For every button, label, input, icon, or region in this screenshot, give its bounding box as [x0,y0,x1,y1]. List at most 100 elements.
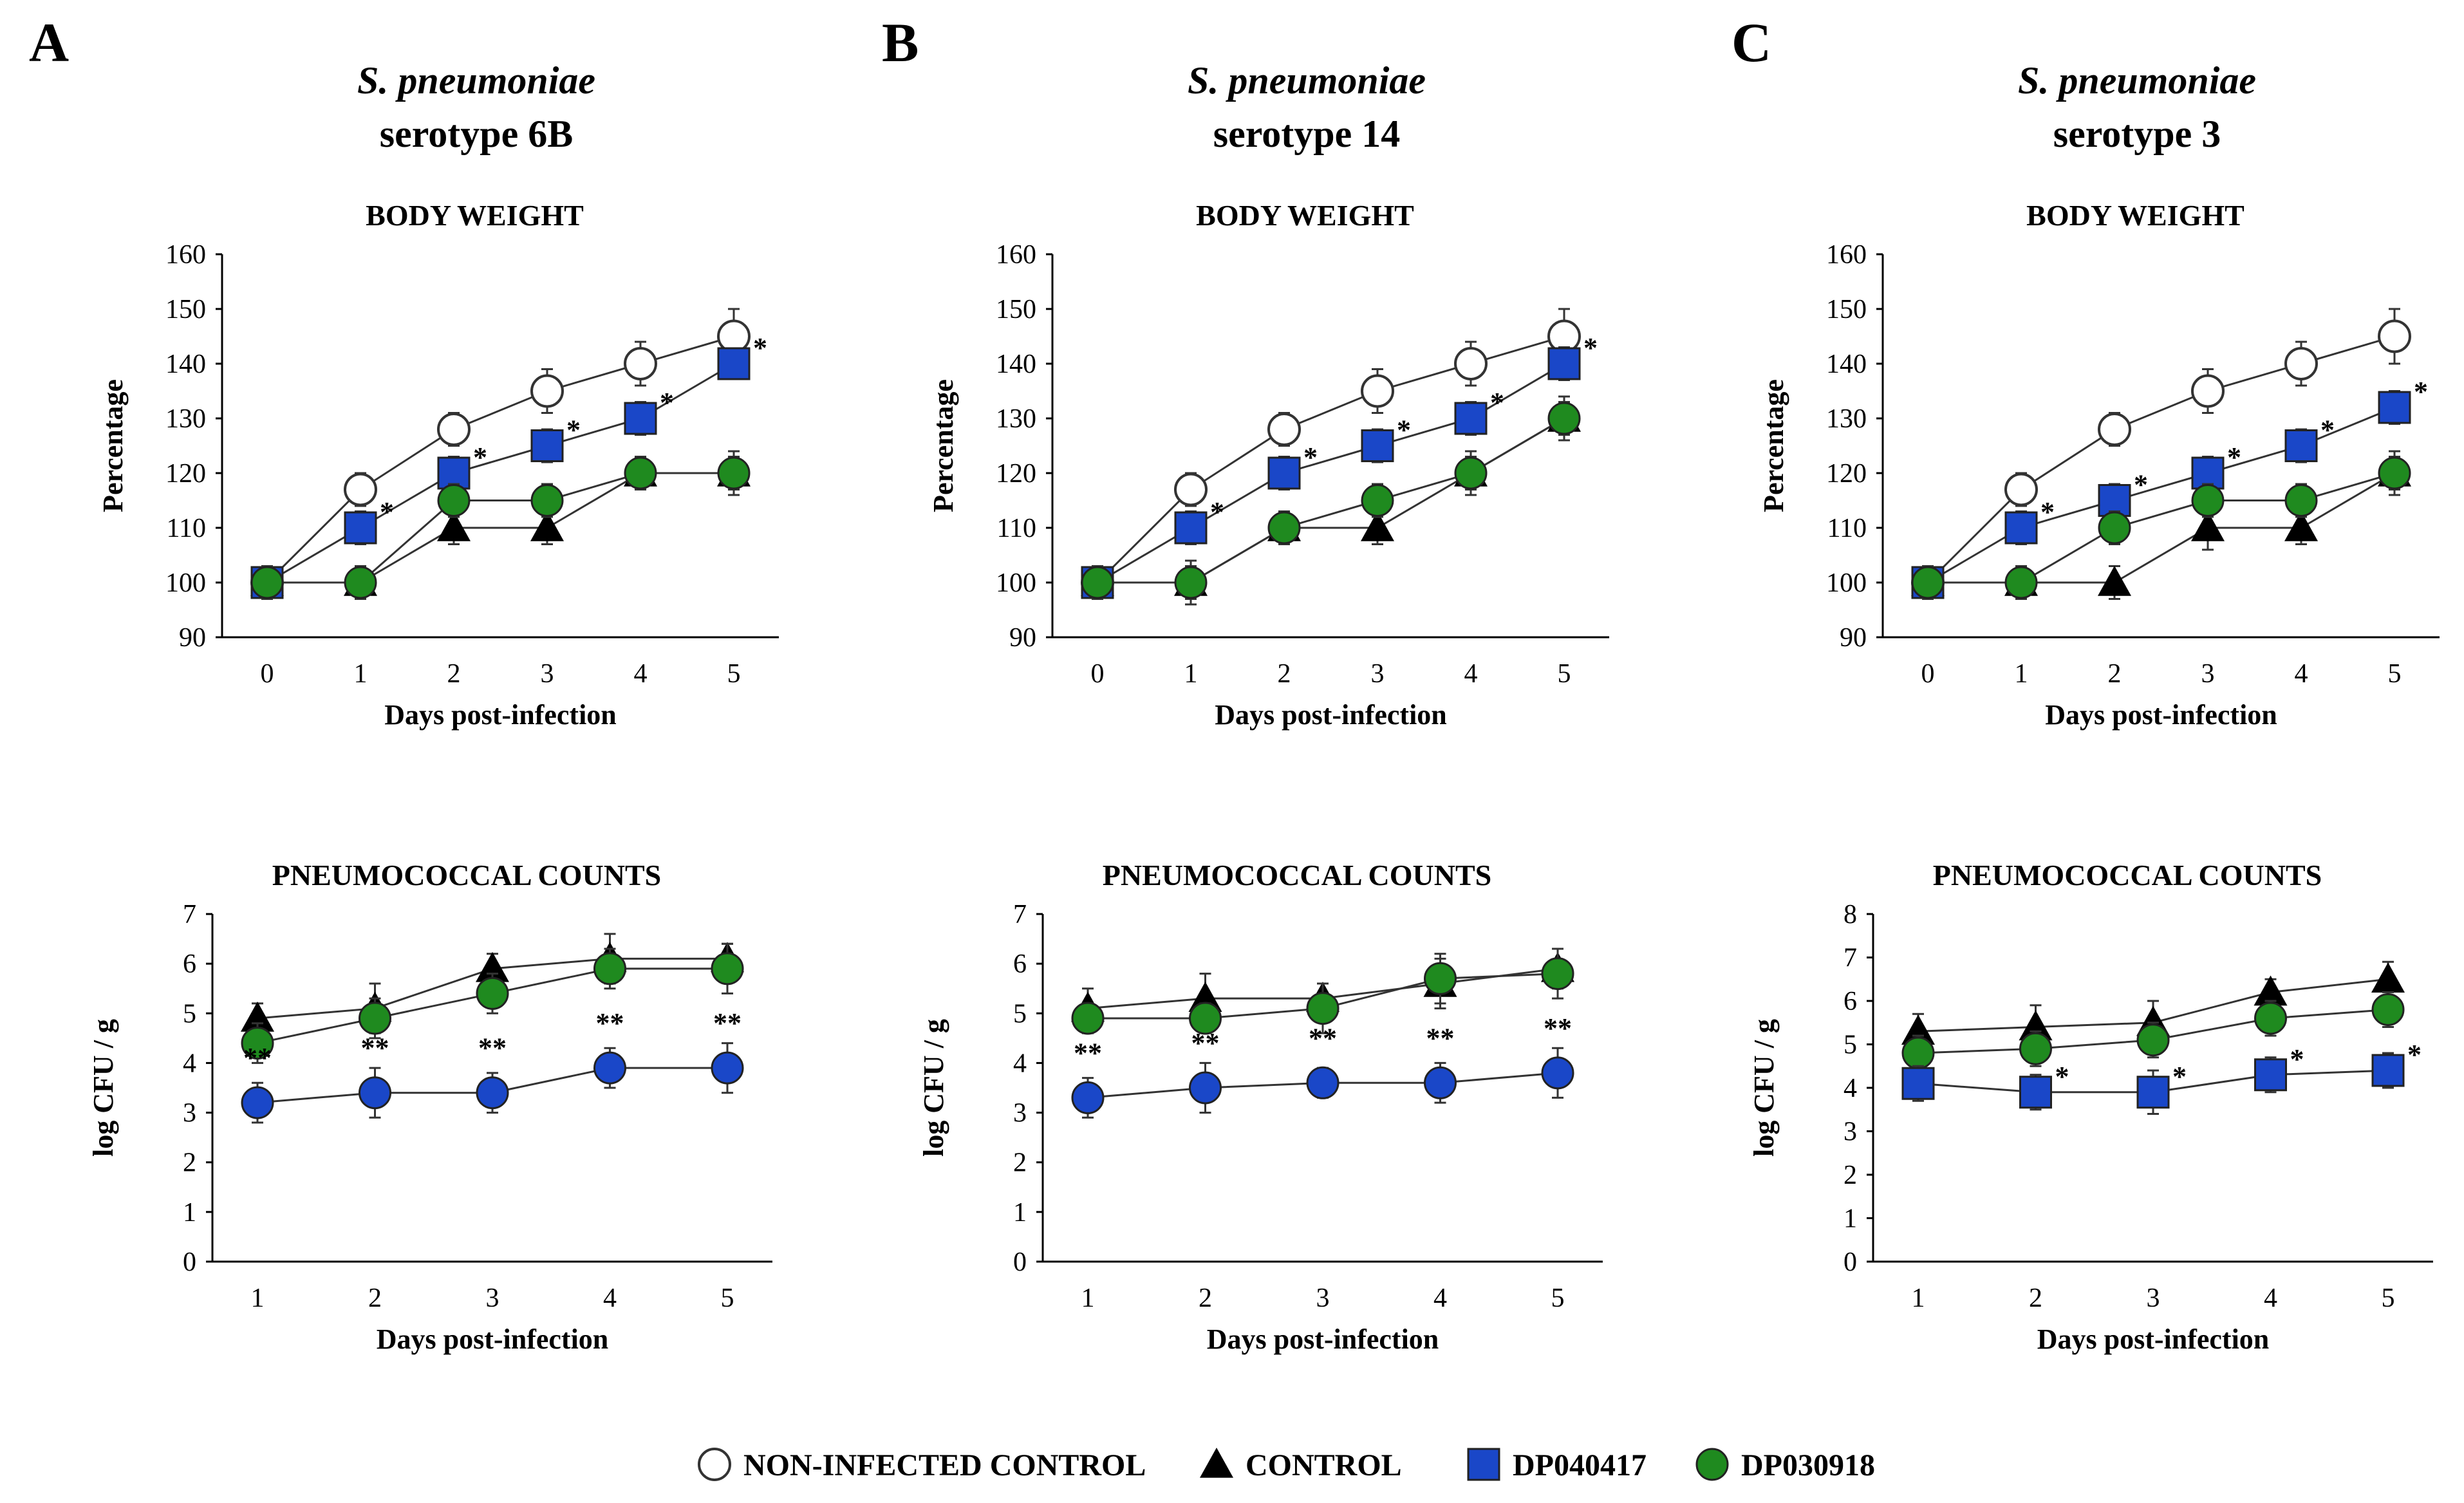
data-point [2254,1058,2287,1092]
y-tick-label: 100 [1826,568,1867,598]
x-tick-label: 5 [1551,1284,1565,1313]
y-tick-label: 4 [1843,1074,1857,1103]
x-tick-label: 1 [1912,1284,1925,1313]
y-tick-label: 5 [183,999,196,1029]
y-tick-label: 1 [183,1198,196,1228]
significance-label: ** [243,1042,272,1074]
data-point [344,566,377,599]
significance-label: * [2172,1061,2187,1092]
data-point [2098,511,2131,545]
y-tick-label: 160 [165,240,206,270]
x-tick-label: 4 [2264,1284,2277,1313]
data-point [2136,1023,2170,1057]
y-tick-label: 100 [165,568,206,598]
y-tick-label: 4 [183,1049,196,1078]
y-tick-label: 150 [996,295,1036,324]
data-point [1071,1002,1105,1035]
significance-label: * [380,496,394,528]
panel-serotype: serotype 3 [2053,113,2221,155]
x-tick-label: 1 [1184,659,1198,689]
x-tick-label: 5 [2388,659,2402,689]
data-point [476,951,509,982]
y-tick-label: 2 [183,1148,196,1178]
data-point [530,511,564,541]
data-point [241,1002,274,1032]
y-tick-label: 130 [1826,404,1867,434]
circle-green-icon [1695,1448,1729,1481]
chart-title: PNEUMOCOCCAL COUNTS [1103,859,1491,892]
legend-label: NON-INFECTED CONTROL [743,1448,1146,1482]
legend-label: DP030918 [1741,1448,1875,1482]
chart-title: PNEUMOCOCCAL COUNTS [1933,859,2322,892]
chart-title: BODY WEIGHT [1196,199,1414,232]
data-point [2254,1002,2287,1035]
data-point [1267,413,1301,446]
y-tick-label: 100 [996,568,1036,598]
x-axis-label: Days post-infection [1215,699,1447,731]
significance-label: * [2040,496,2055,528]
x-tick-label: 2 [1278,659,1291,689]
y-axis-label: Percentage [97,379,129,512]
significance-label: * [2055,1061,2069,1092]
y-tick-label: 130 [996,404,1036,434]
y-tick-label: 110 [1827,514,1867,543]
significance-label: ** [1426,1022,1455,1054]
significance-label: ** [1544,1013,1572,1044]
data-point [1189,1002,1222,1035]
significance-label: * [1303,442,1318,473]
significance-label: * [566,415,581,446]
panel-serotype: serotype 14 [1213,113,1401,155]
data-point [344,472,377,507]
x-axis-label: Days post-infection [384,699,617,731]
data-point [1306,992,1339,1025]
y-tick-label: 0 [1843,1247,1857,1277]
x-tick-label: 1 [1081,1284,1095,1313]
data-point [1901,1067,1935,1100]
data-point [359,1076,391,1110]
y-tick-label: 3 [183,1099,196,1128]
significance-label: * [1397,415,1411,446]
data-point [1361,511,1394,541]
data-point [2191,456,2225,490]
significance-label: * [753,332,767,364]
data-point [1454,402,1488,435]
y-tick-label: 1 [1843,1204,1857,1234]
series-line [267,472,734,584]
data-point [1361,374,1394,408]
data-point [1081,566,1114,599]
x-tick-label: 1 [251,1284,265,1313]
panel-letter: A [29,12,69,73]
x-tick-label: 0 [1091,659,1105,689]
y-tick-label: 6 [1843,987,1857,1016]
chart-title: PNEUMOCOCCAL COUNTS [272,859,661,892]
data-point [1361,429,1394,462]
x-tick-label: 2 [2108,659,2122,689]
y-tick-label: 7 [183,900,196,929]
panel-serotype: serotype 6B [380,113,574,155]
data-point [476,976,509,1010]
panel-letter: C [1731,12,1771,73]
x-tick-label: 4 [1433,1284,1447,1313]
y-axis-label: log CFU / g [88,1019,119,1157]
y-axis-label: Percentage [1758,379,1789,512]
x-tick-label: 4 [2295,659,2308,689]
y-tick-label: 6 [183,949,196,979]
data-point [1547,347,1581,380]
x-tick-label: 0 [1921,659,1935,689]
data-point [2284,429,2318,462]
x-tick-label: 1 [354,659,368,689]
significance-label: ** [361,1032,389,1064]
y-tick-label: 140 [1826,350,1867,379]
data-point [624,456,657,490]
data-point [437,511,471,541]
data-point [1174,566,1208,599]
data-point [2191,484,2225,517]
data-point [1267,511,1301,545]
data-point [1361,484,1394,517]
y-tick-label: 0 [183,1247,196,1277]
data-point [624,347,657,380]
data-point [2378,391,2411,424]
significance-label: ** [478,1032,507,1064]
data-point [2004,566,2038,599]
